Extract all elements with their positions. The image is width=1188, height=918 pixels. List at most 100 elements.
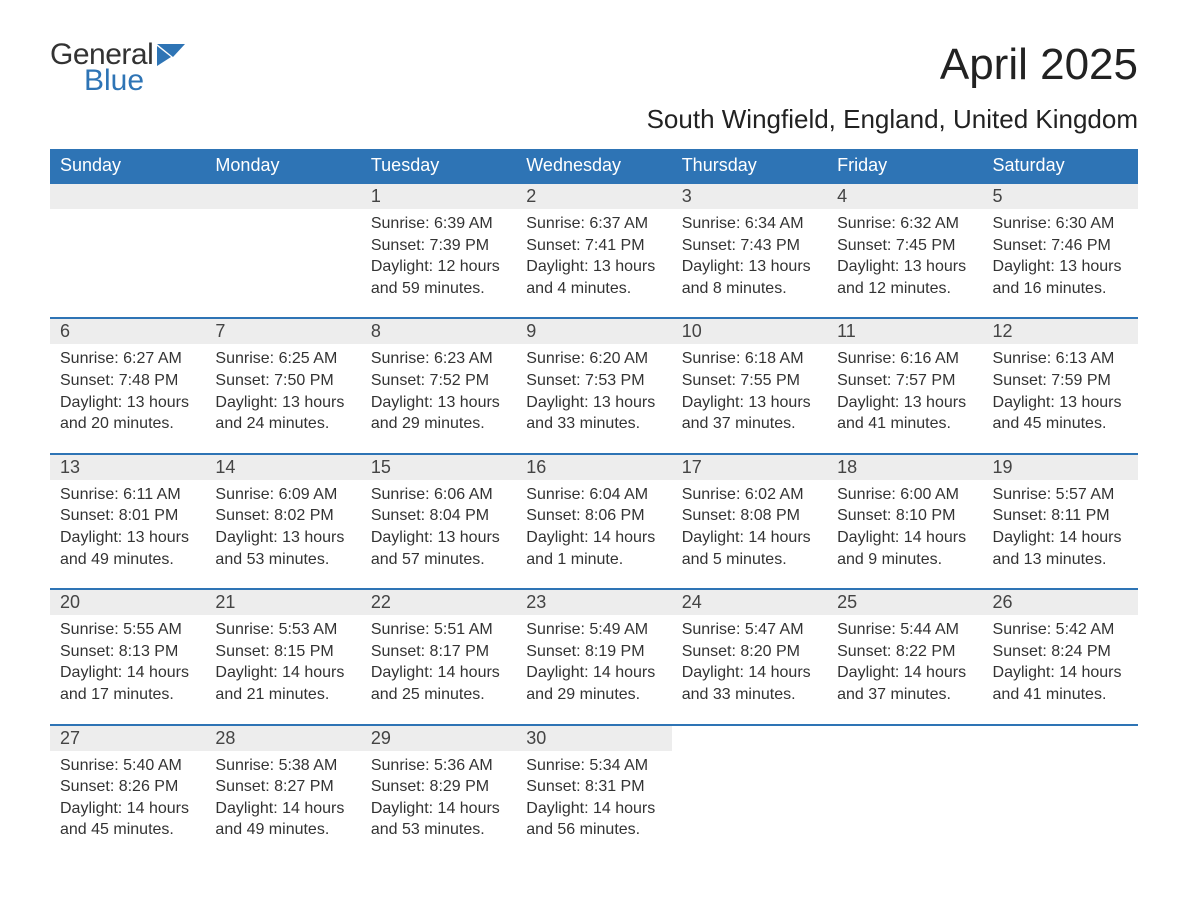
daylight-line: Daylight: 14 hours and 29 minutes. (526, 662, 661, 705)
sunrise-line: Sunrise: 6:04 AM (526, 484, 661, 506)
daylight-line: Daylight: 14 hours and 13 minutes. (993, 527, 1128, 570)
day-number-cell: 21 (205, 589, 360, 615)
calendar-body: 12345Sunrise: 6:39 AMSunset: 7:39 PMDayl… (50, 183, 1138, 859)
day-number-cell: 24 (672, 589, 827, 615)
day-number-cell: 5 (983, 183, 1138, 209)
day-number-row: 13141516171819 (50, 454, 1138, 480)
day-body-cell: Sunrise: 6:00 AMSunset: 8:10 PMDaylight:… (827, 480, 982, 589)
day-body-row: Sunrise: 6:39 AMSunset: 7:39 PMDaylight:… (50, 209, 1138, 318)
sunrise-line: Sunrise: 6:00 AM (837, 484, 972, 506)
sunset-line: Sunset: 7:46 PM (993, 235, 1128, 257)
day-number-cell: 13 (50, 454, 205, 480)
sunrise-line: Sunrise: 6:37 AM (526, 213, 661, 235)
day-number-cell: 10 (672, 318, 827, 344)
sunset-line: Sunset: 8:02 PM (215, 505, 350, 527)
day-number-row: 27282930 (50, 725, 1138, 751)
sunrise-line: Sunrise: 5:53 AM (215, 619, 350, 641)
day-body-cell: Sunrise: 6:09 AMSunset: 8:02 PMDaylight:… (205, 480, 360, 589)
day-number-cell: 17 (672, 454, 827, 480)
sunset-line: Sunset: 8:04 PM (371, 505, 506, 527)
day-header: Saturday (983, 149, 1138, 183)
daylight-line: Daylight: 13 hours and 12 minutes. (837, 256, 972, 299)
header: General Blue April 2025 (50, 40, 1138, 96)
day-number-cell: 1 (361, 183, 516, 209)
daylight-line: Daylight: 14 hours and 49 minutes. (215, 798, 350, 841)
sunrise-line: Sunrise: 5:40 AM (60, 755, 195, 777)
sunrise-line: Sunrise: 6:30 AM (993, 213, 1128, 235)
daylight-line: Daylight: 14 hours and 5 minutes. (682, 527, 817, 570)
day-number-cell: 22 (361, 589, 516, 615)
day-number-cell (50, 183, 205, 209)
sunrise-line: Sunrise: 6:13 AM (993, 348, 1128, 370)
sunset-line: Sunset: 8:27 PM (215, 776, 350, 798)
sunset-line: Sunset: 8:13 PM (60, 641, 195, 663)
day-body-cell: Sunrise: 5:57 AMSunset: 8:11 PMDaylight:… (983, 480, 1138, 589)
day-body-cell: Sunrise: 5:47 AMSunset: 8:20 PMDaylight:… (672, 615, 827, 724)
day-number-row: 20212223242526 (50, 589, 1138, 615)
daylight-line: Daylight: 13 hours and 49 minutes. (60, 527, 195, 570)
sunset-line: Sunset: 8:06 PM (526, 505, 661, 527)
day-number-cell: 30 (516, 725, 671, 751)
sunrise-line: Sunrise: 6:09 AM (215, 484, 350, 506)
sunrise-line: Sunrise: 5:47 AM (682, 619, 817, 641)
sunrise-line: Sunrise: 5:51 AM (371, 619, 506, 641)
sunset-line: Sunset: 7:43 PM (682, 235, 817, 257)
location-subtitle: South Wingfield, England, United Kingdom (50, 104, 1138, 135)
sunset-line: Sunset: 8:19 PM (526, 641, 661, 663)
day-number-cell: 27 (50, 725, 205, 751)
day-body-cell: Sunrise: 6:32 AMSunset: 7:45 PMDaylight:… (827, 209, 982, 318)
daylight-line: Daylight: 13 hours and 8 minutes. (682, 256, 817, 299)
daylight-line: Daylight: 14 hours and 33 minutes. (682, 662, 817, 705)
sunset-line: Sunset: 8:17 PM (371, 641, 506, 663)
day-body-cell: Sunrise: 6:39 AMSunset: 7:39 PMDaylight:… (361, 209, 516, 318)
day-number-cell: 16 (516, 454, 671, 480)
sunrise-line: Sunrise: 6:23 AM (371, 348, 506, 370)
sunset-line: Sunset: 7:55 PM (682, 370, 817, 392)
sunset-line: Sunset: 8:20 PM (682, 641, 817, 663)
day-number-cell: 20 (50, 589, 205, 615)
day-header: Thursday (672, 149, 827, 183)
day-number-cell: 11 (827, 318, 982, 344)
sunrise-line: Sunrise: 6:32 AM (837, 213, 972, 235)
sunrise-line: Sunrise: 5:36 AM (371, 755, 506, 777)
day-body-cell: Sunrise: 6:13 AMSunset: 7:59 PMDaylight:… (983, 344, 1138, 453)
day-body-cell (50, 209, 205, 318)
daylight-line: Daylight: 13 hours and 45 minutes. (993, 392, 1128, 435)
daylight-line: Daylight: 14 hours and 9 minutes. (837, 527, 972, 570)
sunset-line: Sunset: 8:22 PM (837, 641, 972, 663)
page-title: April 2025 (940, 40, 1138, 90)
sunrise-line: Sunrise: 6:06 AM (371, 484, 506, 506)
sunset-line: Sunset: 8:01 PM (60, 505, 195, 527)
sunset-line: Sunset: 7:50 PM (215, 370, 350, 392)
day-body-cell: Sunrise: 6:06 AMSunset: 8:04 PMDaylight:… (361, 480, 516, 589)
sunrise-line: Sunrise: 6:02 AM (682, 484, 817, 506)
daylight-line: Daylight: 13 hours and 24 minutes. (215, 392, 350, 435)
day-body-cell: Sunrise: 5:55 AMSunset: 8:13 PMDaylight:… (50, 615, 205, 724)
day-body-cell (205, 209, 360, 318)
daylight-line: Daylight: 13 hours and 57 minutes. (371, 527, 506, 570)
sunset-line: Sunset: 8:11 PM (993, 505, 1128, 527)
day-body-row: Sunrise: 6:11 AMSunset: 8:01 PMDaylight:… (50, 480, 1138, 589)
daylight-line: Daylight: 13 hours and 20 minutes. (60, 392, 195, 435)
sunrise-line: Sunrise: 5:49 AM (526, 619, 661, 641)
day-number-cell: 15 (361, 454, 516, 480)
sunset-line: Sunset: 7:52 PM (371, 370, 506, 392)
logo-text-blue: Blue (84, 66, 153, 96)
sunrise-line: Sunrise: 6:27 AM (60, 348, 195, 370)
daylight-line: Daylight: 13 hours and 33 minutes. (526, 392, 661, 435)
day-body-cell: Sunrise: 5:40 AMSunset: 8:26 PMDaylight:… (50, 751, 205, 859)
day-number-cell: 28 (205, 725, 360, 751)
daylight-line: Daylight: 13 hours and 53 minutes. (215, 527, 350, 570)
sunset-line: Sunset: 7:53 PM (526, 370, 661, 392)
day-number-cell: 7 (205, 318, 360, 344)
sunrise-line: Sunrise: 6:39 AM (371, 213, 506, 235)
day-number-cell (827, 725, 982, 751)
day-body-cell: Sunrise: 6:20 AMSunset: 7:53 PMDaylight:… (516, 344, 671, 453)
day-body-cell: Sunrise: 5:53 AMSunset: 8:15 PMDaylight:… (205, 615, 360, 724)
sunset-line: Sunset: 8:26 PM (60, 776, 195, 798)
day-body-cell: Sunrise: 6:16 AMSunset: 7:57 PMDaylight:… (827, 344, 982, 453)
day-body-cell: Sunrise: 6:04 AMSunset: 8:06 PMDaylight:… (516, 480, 671, 589)
sunset-line: Sunset: 7:41 PM (526, 235, 661, 257)
daylight-line: Daylight: 13 hours and 41 minutes. (837, 392, 972, 435)
day-number-cell: 4 (827, 183, 982, 209)
